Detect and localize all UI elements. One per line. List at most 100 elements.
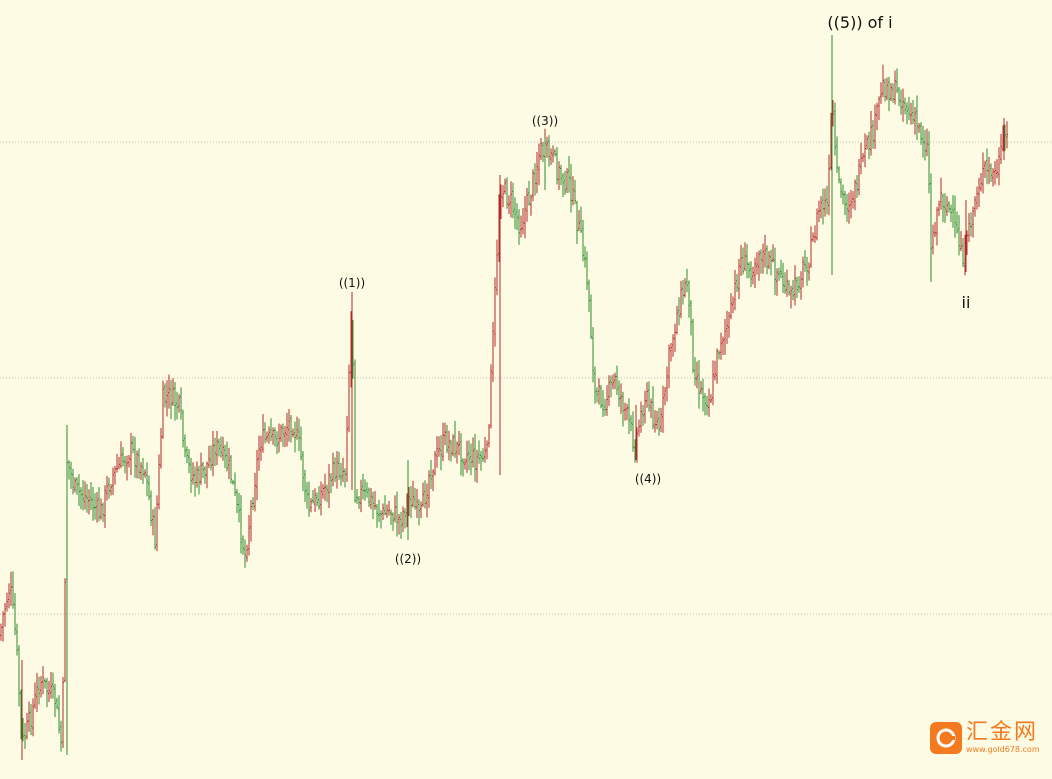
ohlc-bar	[872, 119, 874, 149]
ohlc-bar	[418, 499, 420, 526]
ohlc-bar	[360, 479, 362, 513]
ohlc-bar	[690, 300, 692, 336]
ohlc-bar	[288, 409, 290, 442]
ohlc-bar	[112, 467, 114, 495]
ohlc-bar	[970, 212, 972, 237]
ohlc-bar	[292, 428, 294, 438]
ohlc-bar	[708, 388, 710, 417]
ohlc-bar	[550, 148, 552, 165]
ohlc-bar	[786, 269, 788, 297]
ohlc-bar	[340, 462, 342, 486]
ohlc-bar	[548, 135, 550, 167]
ohlc-bar	[598, 378, 600, 405]
ohlc-bar	[836, 136, 838, 173]
ohlc-bar	[238, 492, 240, 523]
ohlc-bar	[92, 487, 94, 521]
ohlc-bar	[642, 405, 644, 427]
ohlc-bar	[782, 262, 784, 294]
ohlc-bar	[208, 445, 210, 469]
ohlc-bar	[514, 197, 516, 230]
ohlc-bar	[162, 380, 164, 439]
ohlc-bar	[102, 502, 104, 523]
ohlc-bar	[126, 455, 128, 481]
ohlc-bar	[304, 469, 306, 502]
ohlc-bar	[626, 403, 628, 421]
ohlc-bar	[390, 509, 392, 525]
ohlc-bar	[300, 426, 302, 461]
ohlc-bar	[842, 184, 844, 205]
ohlc-bar	[156, 495, 158, 552]
ohlc-bar	[286, 412, 288, 447]
ohlc-bar	[900, 89, 902, 115]
ohlc-bar	[476, 449, 478, 483]
ohlc-bar	[584, 246, 586, 268]
ohlc-bar	[880, 82, 882, 104]
ohlc-bar	[946, 196, 948, 216]
ohlc-bar	[334, 457, 336, 483]
ohlc-bar	[88, 489, 90, 515]
ohlc-bar	[134, 436, 136, 478]
ohlc-bar	[216, 431, 218, 466]
ohlc-bar	[414, 487, 416, 510]
ohlc-bar	[150, 490, 152, 526]
ohlc-bar	[790, 285, 792, 309]
ohlc-bar	[442, 422, 444, 462]
ohlc-bar	[320, 481, 322, 516]
ohlc-bar	[726, 310, 728, 345]
ohlc-bar	[124, 456, 126, 474]
ohlc-bar	[960, 231, 962, 252]
ohlc-bar	[220, 436, 222, 458]
ohlc-bar	[586, 251, 588, 291]
ohlc-bar	[526, 187, 528, 222]
ohlc-bar	[330, 473, 332, 494]
ohlc-bar	[914, 107, 916, 135]
ohlc-bar	[576, 200, 578, 245]
ohlc-bar	[552, 145, 554, 163]
ohlc-bar	[434, 450, 436, 476]
ohlc-bar	[802, 256, 804, 288]
ohlc-bar	[734, 269, 736, 311]
ohlc-bar	[370, 488, 372, 510]
ohlc-bar	[850, 190, 852, 219]
ohlc-bar	[768, 251, 770, 270]
ohlc-bar	[778, 267, 780, 281]
ohlc-bar	[272, 427, 274, 445]
ohlc-bar	[4, 602, 6, 627]
ohlc-bar	[376, 503, 378, 528]
ohlc-bar	[804, 250, 806, 272]
logo-url: www.gold678.com	[966, 745, 1040, 754]
ohlc-bar	[388, 500, 390, 516]
ohlc-bar	[72, 469, 74, 495]
gridlines	[0, 141, 1052, 615]
ohlc-bar	[128, 454, 130, 468]
ohlc-bar	[564, 170, 566, 195]
ohlc-bar	[454, 421, 456, 458]
ohlc-bar	[894, 70, 896, 105]
ohlc-bar	[656, 410, 658, 430]
ohlc-bar	[630, 415, 632, 431]
ohlc-bar	[170, 379, 172, 419]
ohlc-bar	[652, 386, 654, 430]
ohlc-bar	[480, 451, 482, 471]
ohlc-bar	[942, 193, 944, 223]
wave-label-3: ((4))	[635, 472, 661, 486]
ohlc-bar	[856, 175, 858, 199]
wave-labels: ((1)) ((2)) ((3)) ((4)) ((5)) of i ii	[339, 13, 971, 566]
ohlc-bar	[952, 195, 954, 228]
ohlc-bar	[12, 571, 14, 609]
ohlc-bar	[504, 178, 506, 195]
ohlc-bar	[546, 136, 548, 158]
ohlc-bar	[948, 201, 950, 213]
ohlc-bar	[866, 135, 868, 150]
ohlc-bar	[612, 374, 614, 390]
ohlc-bar	[270, 418, 272, 441]
ohlc-bar	[822, 188, 824, 225]
ohlc-bar	[590, 294, 592, 340]
ohlc-bar	[138, 448, 140, 479]
ohlc-bar	[750, 261, 752, 287]
ohlc-bar	[730, 293, 732, 320]
ohlc-bar	[368, 487, 370, 507]
ohlc-bar	[284, 425, 286, 448]
ohlc-bar	[724, 318, 726, 355]
